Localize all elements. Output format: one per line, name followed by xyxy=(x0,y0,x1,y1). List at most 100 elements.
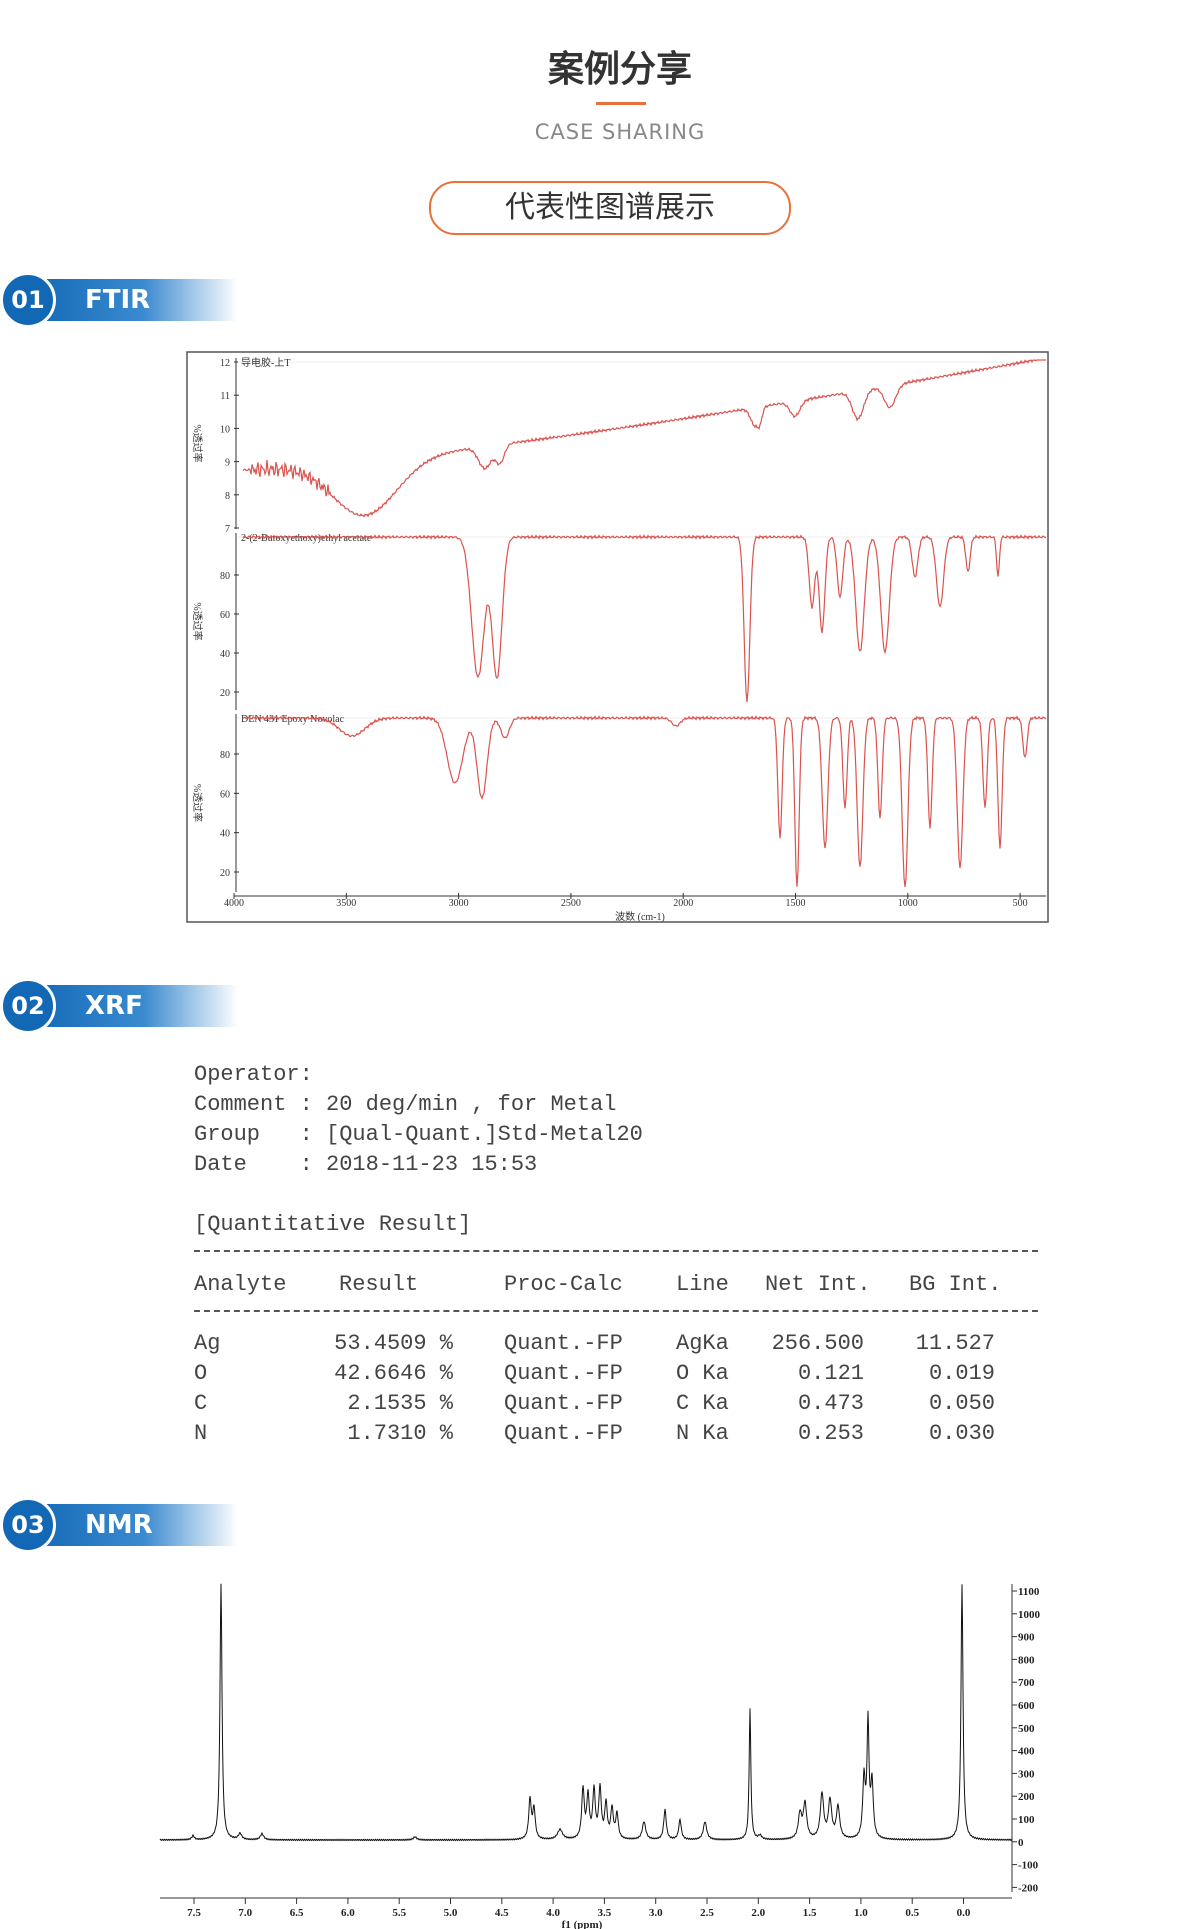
section-label: NMR xyxy=(85,1510,153,1540)
y-tick-label: 500 xyxy=(1018,1723,1035,1735)
y-tick-label: 700 xyxy=(1018,1677,1035,1689)
x-axis-label: f1 (ppm) xyxy=(562,1919,603,1929)
x-tick-label: 7.0 xyxy=(238,1907,252,1919)
table-cell: O xyxy=(194,1361,208,1386)
x-tick-label: 4000 xyxy=(224,898,244,909)
table-cell: 0.121 xyxy=(797,1361,864,1386)
x-tick-label: 1500 xyxy=(786,898,806,909)
section-label: XRF xyxy=(85,991,143,1021)
y-tick-label: 1100 xyxy=(1018,1586,1040,1598)
table-cell: 11.527 xyxy=(915,1331,995,1356)
table-cell: 0.019 xyxy=(928,1361,995,1386)
y-tick-label: 200 xyxy=(1018,1791,1035,1803)
y-tick-label: 80 xyxy=(220,571,230,582)
x-tick-label: 1.5 xyxy=(803,1907,817,1919)
table-cell: 0.030 xyxy=(928,1421,995,1446)
x-tick-label: 5.5 xyxy=(392,1907,406,1919)
section-number: 01 xyxy=(0,272,56,328)
result-title: [Quantitative Result] xyxy=(194,1212,472,1237)
section-label: FTIR xyxy=(85,285,151,315)
y-tick-label: 11 xyxy=(220,391,230,402)
section-number: 03 xyxy=(0,1497,56,1553)
category-button[interactable]: 代表性图谱展示 xyxy=(429,181,791,235)
table-cell: C Ka xyxy=(676,1391,729,1416)
table-cell: 0.050 xyxy=(928,1391,995,1416)
table-cell: 0.253 xyxy=(797,1421,864,1446)
table-cell: 256.500 xyxy=(771,1331,864,1356)
y-axis-label: %透过率 xyxy=(191,784,204,822)
separator xyxy=(194,1250,1038,1252)
y-tick-label: 7 xyxy=(225,524,230,535)
y-tick-label: 20 xyxy=(220,868,230,879)
y-tick-label: 400 xyxy=(1018,1746,1035,1758)
badge-bar xyxy=(28,1504,238,1546)
table-cell: 53.4509 % xyxy=(334,1331,453,1356)
x-tick-label: 500 xyxy=(1013,898,1028,909)
column-header: Line xyxy=(676,1272,729,1297)
x-tick-label: 3.0 xyxy=(649,1907,663,1919)
xrf-line: Comment : 20 deg/min , for Metal xyxy=(194,1092,617,1117)
table-cell: Quant.-FP xyxy=(504,1391,623,1416)
spectrum-line xyxy=(242,715,1047,887)
xrf-line: Date : 2018-11-23 15:53 xyxy=(194,1152,538,1177)
y-tick-label: 900 xyxy=(1018,1632,1035,1644)
x-tick-label: 5.0 xyxy=(444,1907,458,1919)
xrf-line: Group : [Qual-Quant.]Std-Metal20 xyxy=(194,1122,643,1147)
column-header: Analyte xyxy=(194,1272,287,1297)
y-tick-label: 800 xyxy=(1018,1654,1035,1666)
table-cell: O Ka xyxy=(676,1361,729,1386)
spectrum-line xyxy=(242,534,1047,703)
x-tick-label: 6.0 xyxy=(341,1907,355,1919)
table-cell: 42.6646 % xyxy=(334,1361,453,1386)
y-tick-label: 0 xyxy=(1018,1837,1024,1849)
x-tick-label: 2.5 xyxy=(700,1907,714,1919)
y-tick-label: 12 xyxy=(220,358,230,369)
table-cell: Quant.-FP xyxy=(504,1331,623,1356)
y-tick-label: 10 xyxy=(220,424,230,435)
y-tick-label: 1000 xyxy=(1018,1609,1041,1621)
spectrum-line xyxy=(242,359,1046,518)
panel-label: 2-(2-Butoxyethoxy)ethyl acetate xyxy=(241,533,372,544)
xrf-line: Operator: xyxy=(194,1062,313,1087)
x-tick-label: 3000 xyxy=(449,898,469,909)
table-cell: N Ka xyxy=(676,1421,729,1446)
y-tick-label: 100 xyxy=(1018,1814,1035,1826)
table-cell: AgKa xyxy=(676,1331,729,1356)
section-badge: 01 FTIR xyxy=(0,272,240,328)
x-tick-label: 1000 xyxy=(898,898,918,909)
table-cell: N xyxy=(194,1421,208,1446)
y-tick-label: -200 xyxy=(1018,1882,1039,1894)
table-cell: 2.1535 % xyxy=(347,1391,453,1416)
column-header: Net Int. xyxy=(765,1272,871,1297)
x-tick-label: 3.5 xyxy=(598,1907,612,1919)
y-axis-label: %透过率 xyxy=(191,424,204,462)
column-header: BG Int. xyxy=(909,1272,1002,1297)
x-tick-label: 2.0 xyxy=(751,1907,765,1919)
x-tick-label: 6.5 xyxy=(290,1907,304,1919)
table-cell: C xyxy=(194,1391,208,1416)
table-cell: 0.473 xyxy=(797,1391,864,1416)
x-tick-label: 1.0 xyxy=(854,1907,868,1919)
y-tick-label: 40 xyxy=(220,829,230,840)
y-tick-label: 60 xyxy=(220,789,230,800)
y-tick-label: -100 xyxy=(1018,1860,1039,1872)
panel-label: 导电胶-上T xyxy=(241,356,290,369)
y-tick-label: 8 xyxy=(225,491,230,502)
table-cell: Ag xyxy=(194,1331,221,1356)
y-tick-label: 600 xyxy=(1018,1700,1035,1712)
section-badge: 02 XRF xyxy=(0,978,240,1034)
y-tick-label: 40 xyxy=(220,649,230,660)
ftir-frame xyxy=(186,351,1049,923)
panel-label: DEN 431 Epoxy Novolac xyxy=(241,714,345,725)
x-tick-label: 4.5 xyxy=(495,1907,509,1919)
x-axis-label: 波数 (cm-1) xyxy=(615,910,665,923)
x-tick-label: 0.5 xyxy=(905,1907,919,1919)
y-tick-label: 9 xyxy=(225,458,230,469)
x-tick-label: 7.5 xyxy=(187,1907,201,1919)
section-number: 02 xyxy=(0,978,56,1034)
column-header: Proc-Calc xyxy=(504,1272,623,1297)
x-tick-label: 2500 xyxy=(561,898,581,909)
y-tick-label: 60 xyxy=(220,610,230,621)
x-tick-label: 4.0 xyxy=(546,1907,560,1919)
